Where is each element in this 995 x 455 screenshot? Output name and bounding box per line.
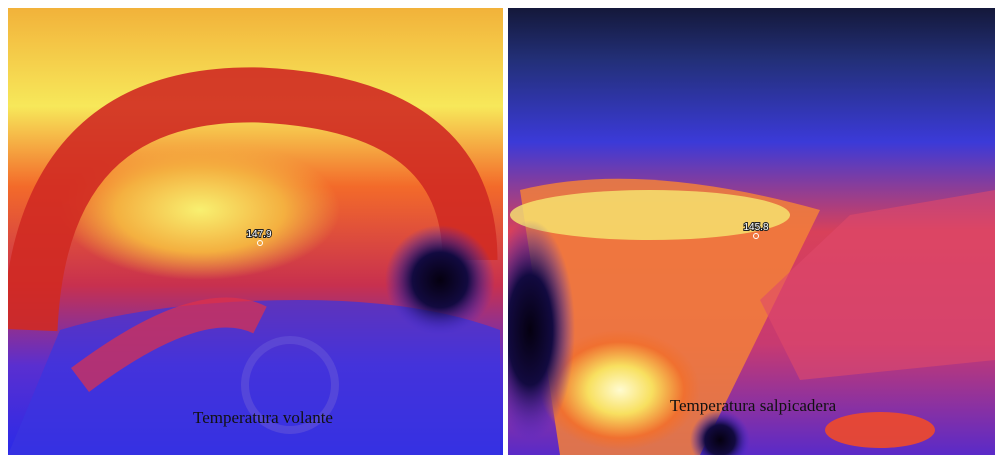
spot-reading: 145.8 [743,222,768,233]
page: 147.9 145.8 Temperatura volante Temperat… [0,0,995,455]
right-thermal-image [485,8,995,455]
spot-reading: 147.9 [246,229,271,240]
thermal-images: 147.9 145.8 Temperatura volante Temperat… [0,0,995,455]
caption: Temperatura salpicadera [670,396,837,415]
caption: Temperatura volante [193,408,333,427]
